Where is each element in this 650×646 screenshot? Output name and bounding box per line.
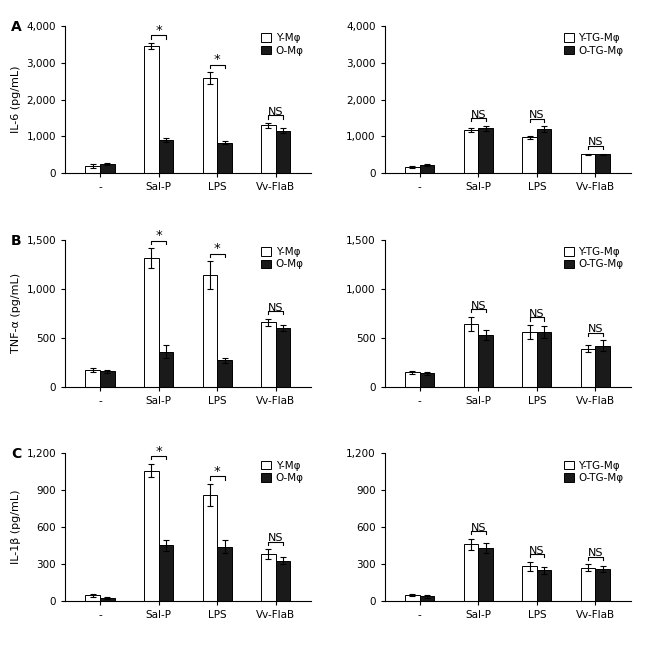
Bar [217,360,232,387]
Bar [217,143,232,173]
Bar [203,275,217,387]
Y-axis label: IL-6 (pg/mL): IL-6 (pg/mL) [11,66,21,133]
Bar [478,129,493,173]
Bar [86,595,100,601]
Bar [595,346,610,387]
Text: *: * [214,53,220,67]
Text: B: B [11,234,21,247]
Bar [159,140,174,173]
Bar [580,568,595,601]
Bar [537,332,551,387]
Text: *: * [155,444,162,458]
Bar [405,372,420,387]
Legend: Y-TG-Mφ, O-TG-Mφ: Y-TG-Mφ, O-TG-Mφ [562,31,625,58]
Bar [159,545,174,601]
Bar [100,598,115,601]
Bar [463,130,478,173]
Bar [522,567,537,601]
Bar [420,596,434,601]
Bar [159,351,174,387]
Y-axis label: TNF-α (pg/mL): TNF-α (pg/mL) [11,273,21,353]
Bar [420,373,434,387]
Bar [276,328,291,387]
Bar [217,547,232,601]
Text: NS: NS [471,300,486,311]
Text: C: C [11,448,21,461]
Bar [261,125,276,173]
Bar [261,554,276,601]
Text: *: * [214,242,220,255]
Bar [100,371,115,387]
Text: NS: NS [529,546,545,556]
Text: NS: NS [268,534,283,543]
Text: NS: NS [268,303,283,313]
Bar [478,548,493,601]
Text: NS: NS [471,523,486,533]
Bar [537,570,551,601]
Text: NS: NS [529,309,545,319]
Bar [144,470,159,601]
Text: A: A [11,20,21,34]
Bar [203,495,217,601]
Text: *: * [155,24,162,37]
Bar [144,258,159,387]
Bar [405,167,420,173]
Text: *: * [214,465,220,478]
Text: NS: NS [588,138,603,147]
Bar [595,569,610,601]
Legend: Y-TG-Mφ, O-TG-Mφ: Y-TG-Mφ, O-TG-Mφ [562,459,625,485]
Text: *: * [155,229,162,242]
Bar [580,154,595,173]
Bar [463,324,478,387]
Bar [420,165,434,173]
Bar [537,129,551,173]
Legend: Y-TG-Mφ, O-TG-Mφ: Y-TG-Mφ, O-TG-Mφ [562,245,625,271]
Text: NS: NS [529,110,545,120]
Text: NS: NS [268,107,283,117]
Text: NS: NS [471,110,486,120]
Bar [522,137,537,173]
Bar [100,165,115,173]
Bar [580,349,595,387]
Text: NS: NS [588,548,603,558]
Bar [405,595,420,601]
Legend: Y-Mφ, O-Mφ: Y-Mφ, O-Mφ [259,459,305,485]
Legend: Y-Mφ, O-Mφ: Y-Mφ, O-Mφ [259,31,305,58]
Bar [463,545,478,601]
Bar [595,154,610,173]
Y-axis label: IL-1β (pg/mL): IL-1β (pg/mL) [11,490,21,565]
Bar [522,332,537,387]
Bar [276,130,291,173]
Bar [144,46,159,173]
Bar [261,322,276,387]
Bar [86,370,100,387]
Legend: Y-Mφ, O-Mφ: Y-Mφ, O-Mφ [259,245,305,271]
Bar [478,335,493,387]
Text: NS: NS [588,324,603,334]
Bar [276,561,291,601]
Bar [203,78,217,173]
Bar [86,166,100,173]
